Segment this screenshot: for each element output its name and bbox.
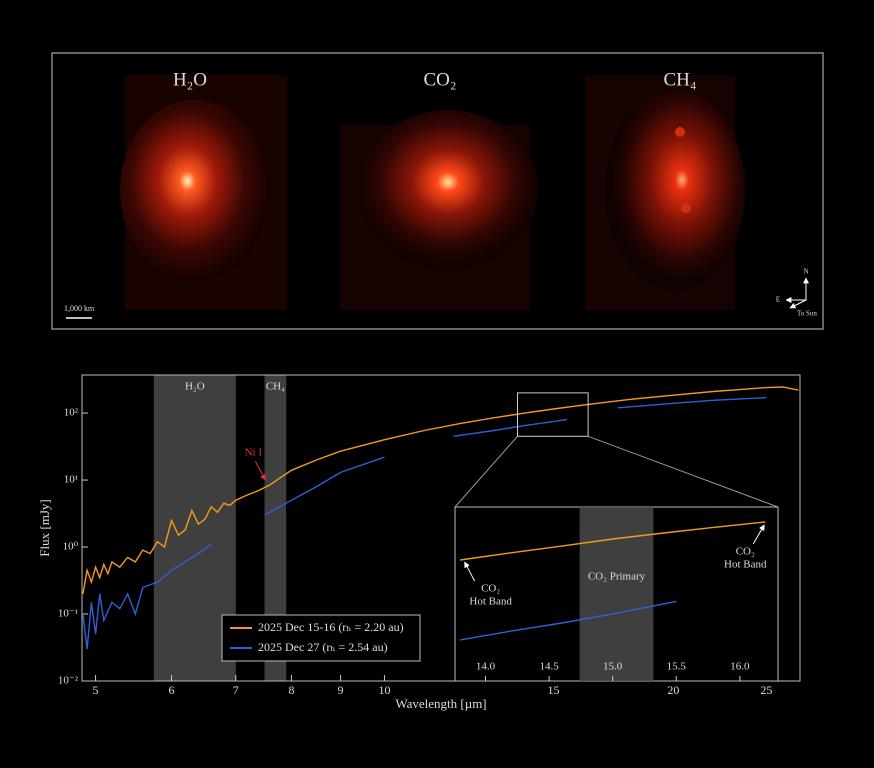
x-tick-label: 15	[547, 683, 559, 697]
inset-x-tick-label: 14.5	[539, 661, 559, 673]
co2-glow	[358, 110, 538, 270]
inset-x-tick-label: 16.0	[730, 661, 750, 673]
h2o-glow	[120, 100, 270, 280]
map-label: CO₂	[423, 69, 456, 90]
inset-annotation: Hot Band	[724, 558, 767, 570]
compass-n: N	[803, 268, 808, 276]
x-tick-label: 5	[93, 683, 99, 697]
inset-annotation-arrow	[752, 524, 765, 545]
x-tick-label: 25	[760, 683, 772, 697]
zoom-connector	[454, 435, 518, 508]
inset-x-tick-label: 14.0	[476, 661, 496, 673]
annotation-arrow	[254, 460, 266, 481]
inset-x-tick-label: 15.5	[667, 661, 687, 673]
inset-annotation-arrow	[464, 561, 476, 582]
shaded-region	[264, 375, 287, 681]
zoom-box	[517, 392, 589, 437]
y-tick-label: 10⁻²	[58, 675, 79, 687]
annotation: Ni I	[245, 447, 263, 459]
plot-frame	[81, 374, 801, 682]
scale-bar-label: 1,000 km	[64, 304, 95, 313]
y-tick-label: 10²	[64, 407, 79, 419]
legend-label: 2025 Dec 15-16 (rₕ = 2.20 au)	[258, 620, 404, 634]
spectrum-line	[82, 386, 799, 595]
legend-box	[221, 614, 421, 662]
inset-x-tick-label: 15.0	[603, 661, 623, 673]
y-tick-label: 10⁰	[63, 541, 79, 553]
x-tick-label: 20	[667, 683, 679, 697]
inset-line	[459, 600, 677, 641]
compass-sun	[789, 299, 807, 309]
region-label: CH₄	[266, 381, 285, 393]
region-label: H₂O	[185, 381, 205, 393]
y-tick-label: 10⁻¹	[58, 608, 78, 620]
inset-line	[460, 521, 766, 561]
inset-shaded-region	[579, 507, 654, 681]
ch4-glow	[605, 90, 745, 290]
legend-label: 2025 Dec 27 (rₕ = 2.54 au)	[258, 640, 388, 654]
spectrum-line	[82, 396, 767, 650]
inset-annotation: Hot Band	[469, 596, 512, 608]
zoom-connector	[587, 435, 779, 508]
x-tick-label: 8	[288, 683, 294, 697]
map-label: CH₄	[663, 69, 696, 90]
y-tick-label: 10¹	[64, 474, 78, 486]
map-label: H₂O	[173, 69, 207, 90]
compass-e: E	[776, 296, 780, 304]
y-axis-label: Flux [mJy]	[37, 499, 52, 556]
x-tick-label: 10	[378, 683, 390, 697]
ch4-knot	[675, 127, 685, 137]
inset-annotation: CO₂	[481, 583, 500, 595]
x-tick-label: 6	[169, 683, 175, 697]
x-tick-label: 9	[338, 683, 344, 697]
inset-annotation: CO₂	[736, 545, 755, 557]
ch4-knot	[681, 203, 691, 213]
compass-sun-label: To Sun	[797, 310, 817, 318]
x-tick-label: 7	[233, 683, 239, 697]
inset-region-label: CO₂ Primary	[588, 571, 646, 583]
x-axis-label: Wavelength [µm]	[395, 696, 486, 711]
